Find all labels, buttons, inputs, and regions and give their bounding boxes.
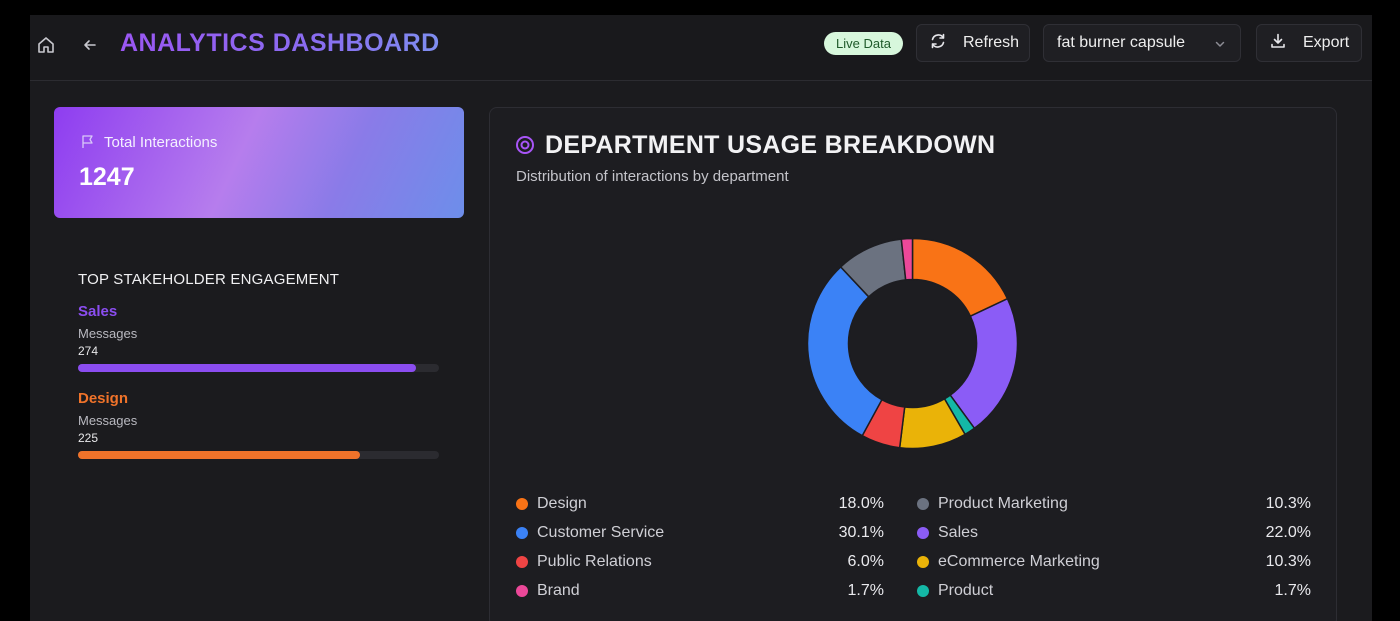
legend-label: Sales (938, 524, 979, 541)
legend-pct: 30.1% (838, 524, 884, 541)
legend-pct: 10.3% (1265, 553, 1311, 570)
engagement-item-design: Design Messages 225 (78, 390, 440, 459)
legend-pct: 22.0% (1265, 524, 1311, 541)
arrow-left-icon[interactable] (78, 33, 102, 57)
engagement-metric: Messages (78, 326, 138, 341)
legend-pct: 1.7% (1274, 582, 1311, 599)
legend-item: Product 1.7% (917, 580, 1311, 602)
legend-item: Brand 1.7% (516, 580, 884, 602)
export-button[interactable]: Export (1256, 24, 1362, 62)
chevron-down-icon (1214, 37, 1226, 55)
engagement-name: Sales (78, 303, 118, 320)
dashboard-app: ANALYTICS DASHBOARD Live Data Refresh fa… (30, 15, 1372, 621)
legend-label: Product Marketing (938, 495, 1068, 512)
legend-label: Brand (537, 582, 580, 599)
donut-slice-brand[interactable] (900, 237, 914, 281)
export-label: Export (1303, 34, 1350, 51)
legend-item: Public Relations 6.0% (516, 551, 884, 573)
engagement-item-sales: Sales Messages 274 (78, 303, 440, 372)
legend-dot (917, 527, 929, 539)
legend-dot (917, 498, 929, 510)
progress-fill (78, 451, 360, 459)
department-donut-chart (806, 237, 1019, 450)
legend-dot (516, 585, 528, 597)
legend-label: eCommerce Marketing (938, 553, 1100, 570)
legend-item: Sales 22.0% (917, 522, 1311, 544)
legend-pct: 1.7% (847, 582, 884, 599)
legend-label: Design (537, 495, 587, 512)
total-interactions-card: Total Interactions 1247 (54, 107, 464, 218)
refresh-label: Refresh (963, 34, 1020, 51)
department-subtitle: Distribution of interactions by departme… (516, 168, 789, 185)
refresh-button[interactable]: Refresh (916, 24, 1030, 62)
engagement-count: 225 (78, 431, 99, 445)
legend-pct: 6.0% (847, 553, 884, 570)
legend-item: Customer Service 30.1% (516, 522, 884, 544)
legend-dot (516, 527, 528, 539)
total-interactions-label: Total Interactions (104, 134, 218, 151)
home-icon[interactable] (34, 33, 58, 57)
total-interactions-value: 1247 (79, 163, 135, 191)
product-select-value: fat burner capsule (1057, 34, 1186, 51)
flag-icon (80, 134, 96, 155)
engagement-title: TOP STAKEHOLDER ENGAGEMENT (78, 271, 340, 288)
refresh-icon (929, 32, 947, 55)
progress-track (78, 364, 439, 372)
donut-slice-customer-service[interactable] (806, 265, 883, 437)
legend-dot (516, 556, 528, 568)
legend-item: Design 18.0% (516, 493, 884, 515)
progress-track (78, 451, 439, 459)
page-title: ANALYTICS DASHBOARD (120, 29, 440, 57)
department-breakdown-panel: DEPARTMENT USAGE BREAKDOWN Distribution … (489, 107, 1337, 621)
engagement-count: 274 (78, 344, 99, 358)
legend-dot (917, 556, 929, 568)
engagement-metric: Messages (78, 413, 138, 428)
top-header: ANALYTICS DASHBOARD Live Data Refresh fa… (30, 15, 1372, 81)
legend-label: Product (938, 582, 994, 599)
legend-label: Public Relations (537, 553, 652, 570)
legend-dot (917, 585, 929, 597)
legend-item: Product Marketing 10.3% (917, 493, 1311, 515)
download-icon (1269, 32, 1287, 55)
target-icon (515, 135, 535, 160)
engagement-name: Design (78, 390, 129, 407)
product-select[interactable]: fat burner capsule (1043, 24, 1241, 62)
department-title: DEPARTMENT USAGE BREAKDOWN (545, 131, 996, 159)
donut-slice-design[interactable] (911, 237, 1009, 318)
legend-dot (516, 498, 528, 510)
legend-pct: 18.0% (838, 495, 884, 512)
legend-label: Customer Service (537, 524, 665, 541)
legend-pct: 10.3% (1265, 495, 1311, 512)
progress-fill (78, 364, 416, 372)
legend-item: eCommerce Marketing 10.3% (917, 551, 1311, 573)
live-data-badge: Live Data (824, 32, 903, 55)
